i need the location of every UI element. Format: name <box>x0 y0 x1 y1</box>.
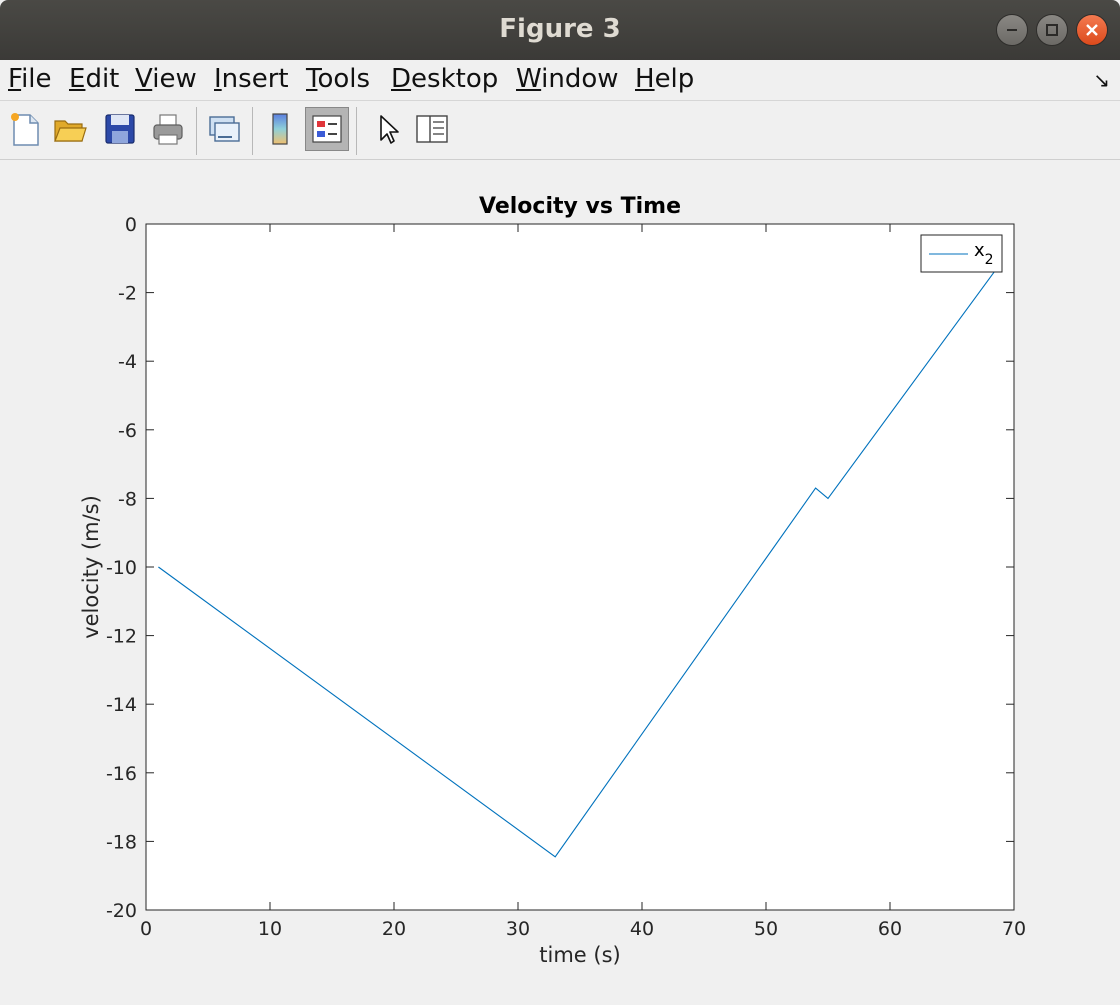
dock-arrow-icon[interactable]: ↘ <box>1093 68 1110 92</box>
figure-toolbar <box>0 101 1120 160</box>
x-tick-label: 40 <box>630 918 654 940</box>
menu-insert[interactable]: Insert <box>214 64 289 94</box>
figure-canvas: 0 10 20 30 40 50 60 70 0 -2 -4 -6 -8 -10 -12 -14 -16 -18 -… <box>0 160 1120 1001</box>
open-file-icon <box>54 120 87 142</box>
menu-help[interactable]: Help <box>635 64 695 94</box>
pointer-button[interactable] <box>366 107 410 151</box>
minimize-icon <box>1007 29 1017 31</box>
window-titlebar: Figure 3 <box>0 0 1120 60</box>
x-tick-label: 50 <box>754 918 778 940</box>
x-axis-label: time (s) <box>539 943 620 967</box>
save-button[interactable] <box>98 107 142 151</box>
plot-svg[interactable]: 0 10 20 30 40 50 60 70 0 -2 -4 -6 -8 -10 -12 -14 -16 -18 -… <box>0 160 1120 1001</box>
property-inspector-button[interactable] <box>410 107 454 151</box>
menu-bar: File Edit View Insert Tools Desktop Wind… <box>0 60 1120 101</box>
menu-desktop[interactable]: Desktop <box>391 64 499 94</box>
menu-view[interactable]: View <box>135 64 197 94</box>
menu-tools[interactable]: Tools <box>306 64 371 94</box>
close-icon <box>1086 24 1098 36</box>
legend-icon <box>312 115 342 143</box>
legend-box[interactable]: x2 <box>920 234 1003 273</box>
toolbar-separator <box>252 107 253 155</box>
maximize-button[interactable] <box>1036 14 1068 46</box>
legend-label: x2 <box>974 240 994 268</box>
colorbar-button[interactable] <box>258 107 302 151</box>
y-tick-label: -18 <box>106 831 137 853</box>
save-icon <box>105 114 135 144</box>
menu-window[interactable]: Window <box>516 64 619 94</box>
print-icon <box>153 114 183 145</box>
pointer-icon <box>380 115 399 144</box>
x-tick-label: 20 <box>382 918 406 940</box>
series-line-x2 <box>158 269 996 858</box>
toolbar-separator <box>356 107 357 155</box>
axes-background <box>146 224 1014 910</box>
chart-title: Velocity vs Time <box>479 194 681 219</box>
y-tick-label: -8 <box>118 488 137 510</box>
y-tick-label: 0 <box>125 214 137 236</box>
open-file-button[interactable] <box>48 107 92 151</box>
y-tick-label: -20 <box>106 900 137 922</box>
minimize-button[interactable] <box>996 14 1028 46</box>
legend-button[interactable] <box>305 107 349 151</box>
x-tick-label: 30 <box>506 918 530 940</box>
colorbar-icon <box>272 113 288 145</box>
print-button[interactable] <box>146 107 190 151</box>
y-tick-label: -14 <box>106 694 137 716</box>
close-button[interactable] <box>1076 14 1108 46</box>
y-axis-label: velocity (m/s) <box>79 495 103 639</box>
link-plot-button[interactable] <box>202 107 246 151</box>
y-tick-label: -12 <box>106 626 137 648</box>
maximize-icon <box>1046 24 1058 36</box>
menu-edit[interactable]: Edit <box>69 64 120 94</box>
y-tick-label: -4 <box>118 351 137 373</box>
new-figure-button[interactable] <box>2 107 46 151</box>
x-tick-label: 60 <box>878 918 902 940</box>
axes-box <box>145 223 1015 911</box>
y-tick-label: -6 <box>118 420 137 442</box>
x-tick-label: 70 <box>1002 918 1026 940</box>
menu-file[interactable]: File <box>8 64 52 94</box>
toolbar-separator <box>196 107 197 155</box>
x-tick-label: 0 <box>140 918 152 940</box>
y-tick-label: -10 <box>106 557 137 579</box>
window-title: Figure 3 <box>499 14 621 44</box>
property-inspector-icon <box>416 115 448 143</box>
x-tick-label: 10 <box>258 918 282 940</box>
link-plot-icon <box>209 116 240 142</box>
y-tick-label: -16 <box>106 763 137 785</box>
y-tick-label: -2 <box>118 283 137 305</box>
new-figure-icon <box>11 113 39 146</box>
